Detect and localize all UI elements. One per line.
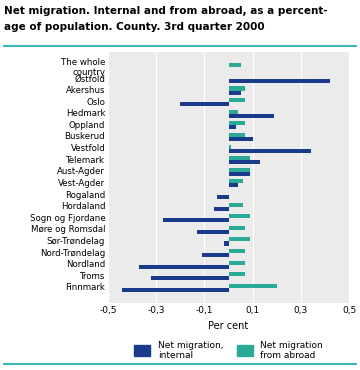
Bar: [229, 149, 311, 153]
Bar: [152, 276, 229, 280]
Bar: [229, 160, 260, 164]
Bar: [139, 265, 229, 269]
Text: age of population. County. 3rd quarter 2000: age of population. County. 3rd quarter 2…: [4, 22, 264, 32]
Bar: [229, 121, 246, 125]
Bar: [122, 288, 229, 292]
Bar: [229, 214, 250, 218]
Bar: [229, 156, 250, 160]
Bar: [229, 125, 236, 130]
Bar: [229, 133, 246, 137]
Bar: [229, 249, 246, 253]
Bar: [229, 168, 250, 172]
Bar: [229, 272, 246, 276]
Bar: [197, 230, 229, 234]
Bar: [217, 195, 229, 199]
Bar: [229, 87, 246, 91]
Bar: [229, 284, 277, 288]
Bar: [229, 79, 330, 83]
Bar: [202, 253, 229, 257]
Bar: [229, 238, 250, 242]
Bar: [180, 102, 229, 106]
Bar: [224, 242, 229, 246]
Bar: [229, 260, 246, 265]
Bar: [229, 179, 243, 184]
Bar: [229, 202, 243, 206]
Legend: Net migration,
internal, Net migration
from abroad: Net migration, internal, Net migration f…: [134, 341, 323, 360]
Bar: [229, 110, 238, 114]
Bar: [229, 184, 238, 188]
Bar: [229, 145, 231, 149]
Bar: [229, 172, 250, 176]
X-axis label: Per cent: Per cent: [208, 321, 249, 331]
Bar: [214, 206, 229, 211]
Bar: [229, 137, 253, 141]
Bar: [163, 218, 229, 222]
Bar: [229, 226, 246, 230]
Bar: [229, 114, 274, 118]
Text: Net migration. Internal and from abroad, as a percent-: Net migration. Internal and from abroad,…: [4, 6, 327, 16]
Bar: [229, 91, 240, 95]
Bar: [229, 63, 240, 67]
Bar: [229, 98, 246, 102]
